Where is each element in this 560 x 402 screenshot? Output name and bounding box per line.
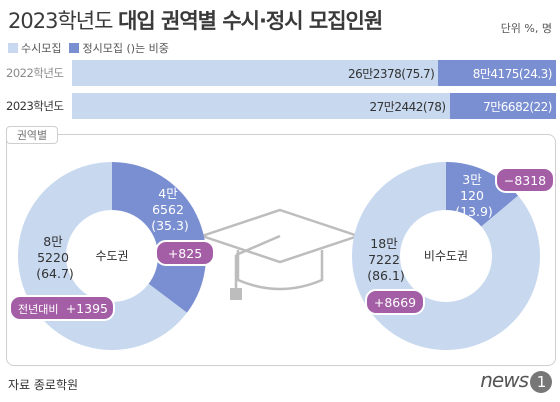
change-badge-jeongsi (155, 240, 215, 266)
news1-logo: news 1 (480, 368, 552, 393)
bar-row-2023: 2023학년도 27만2442(78) 7만6682(22) (6, 93, 556, 119)
donut-hole (66, 210, 158, 302)
legend-label-susi: 수시모집 (21, 42, 62, 55)
logo-mark: 1 (530, 371, 552, 393)
slice-value-label-susi: 8만 5220 (64.7) (36, 234, 74, 281)
change-badge-jeongsi (495, 167, 555, 193)
legend-label-jeongsi: 정시모집 ()는 비중 (82, 42, 169, 55)
donut-nonmetro: 비수도권 3만 120 (13.9) 18만 7222 (86.1) −8318… (352, 162, 555, 350)
change-value-jeongsi: −8318 (504, 173, 546, 188)
bar-segment-susi: 26만2378(75.7) (72, 60, 439, 86)
slice-value-label-jeongsi: 3만 120 (13.9) (455, 172, 493, 219)
donut-slice-jeongsi (112, 162, 206, 313)
source-credit: 자료 종로학원 (8, 378, 79, 392)
change-badge-susi (365, 289, 425, 315)
bar-segment-susi: 27만2442(78) (72, 93, 450, 119)
change-value-jeongsi: +825 (168, 246, 202, 261)
change-badge-susi (9, 295, 115, 321)
change-value-susi: +1395 (66, 301, 108, 316)
change-prefix: 전년대비 (18, 303, 58, 316)
slice-value-label-susi: 18만 7222 (86.1) (367, 236, 405, 283)
bar-category-label: 2022학년도 (6, 66, 64, 80)
logo-text: news (480, 368, 529, 392)
panel-label: 권역별 (6, 126, 58, 144)
donut-center-label: 비수도권 (424, 249, 468, 263)
stacked-bar: 27만2442(78) 7만6682(22) (72, 93, 556, 119)
bar-segment-jeongsi: 7만6682(22) (449, 93, 556, 119)
slice-value-label-jeongsi: 4만 6562 (35.3) (151, 186, 189, 233)
graduation-cap-icon (198, 208, 362, 300)
title-main: 대입 권역별 수시·정시 모집인원 (118, 9, 383, 33)
legend-item-susi: 수시모집 (8, 40, 61, 56)
chart-title: 2023학년도 대입 권역별 수시·정시 모집인원 (8, 5, 383, 35)
donut-metro: 수도권 4만 6562 (35.3) 8만 5220 (64.7) +825 전… (9, 162, 215, 350)
legend-swatch-susi (8, 43, 18, 53)
bar-row-2022: 2022학년도 26만2378(75.7) 8만4175(24.3) (6, 60, 556, 86)
title-year: 2023학년도 (8, 9, 113, 33)
donut-center-label: 수도권 (95, 249, 128, 263)
region-panel (6, 134, 556, 366)
stacked-bar: 26만2378(75.7) 8만4175(24.3) (72, 60, 556, 86)
legend-swatch-jeongsi (69, 43, 80, 53)
legend: 수시모집 정시모집 ()는 비중 (8, 40, 177, 56)
donut-hole (400, 210, 492, 302)
change-value-susi: +8669 (374, 295, 416, 310)
bar-segment-jeongsi: 8만4175(24.3) (438, 60, 556, 86)
legend-item-jeongsi: 정시모집 ()는 비중 (69, 40, 169, 56)
unit-label: 단위 %, 명 (500, 22, 552, 35)
bar-category-label: 2023학년도 (6, 99, 64, 113)
